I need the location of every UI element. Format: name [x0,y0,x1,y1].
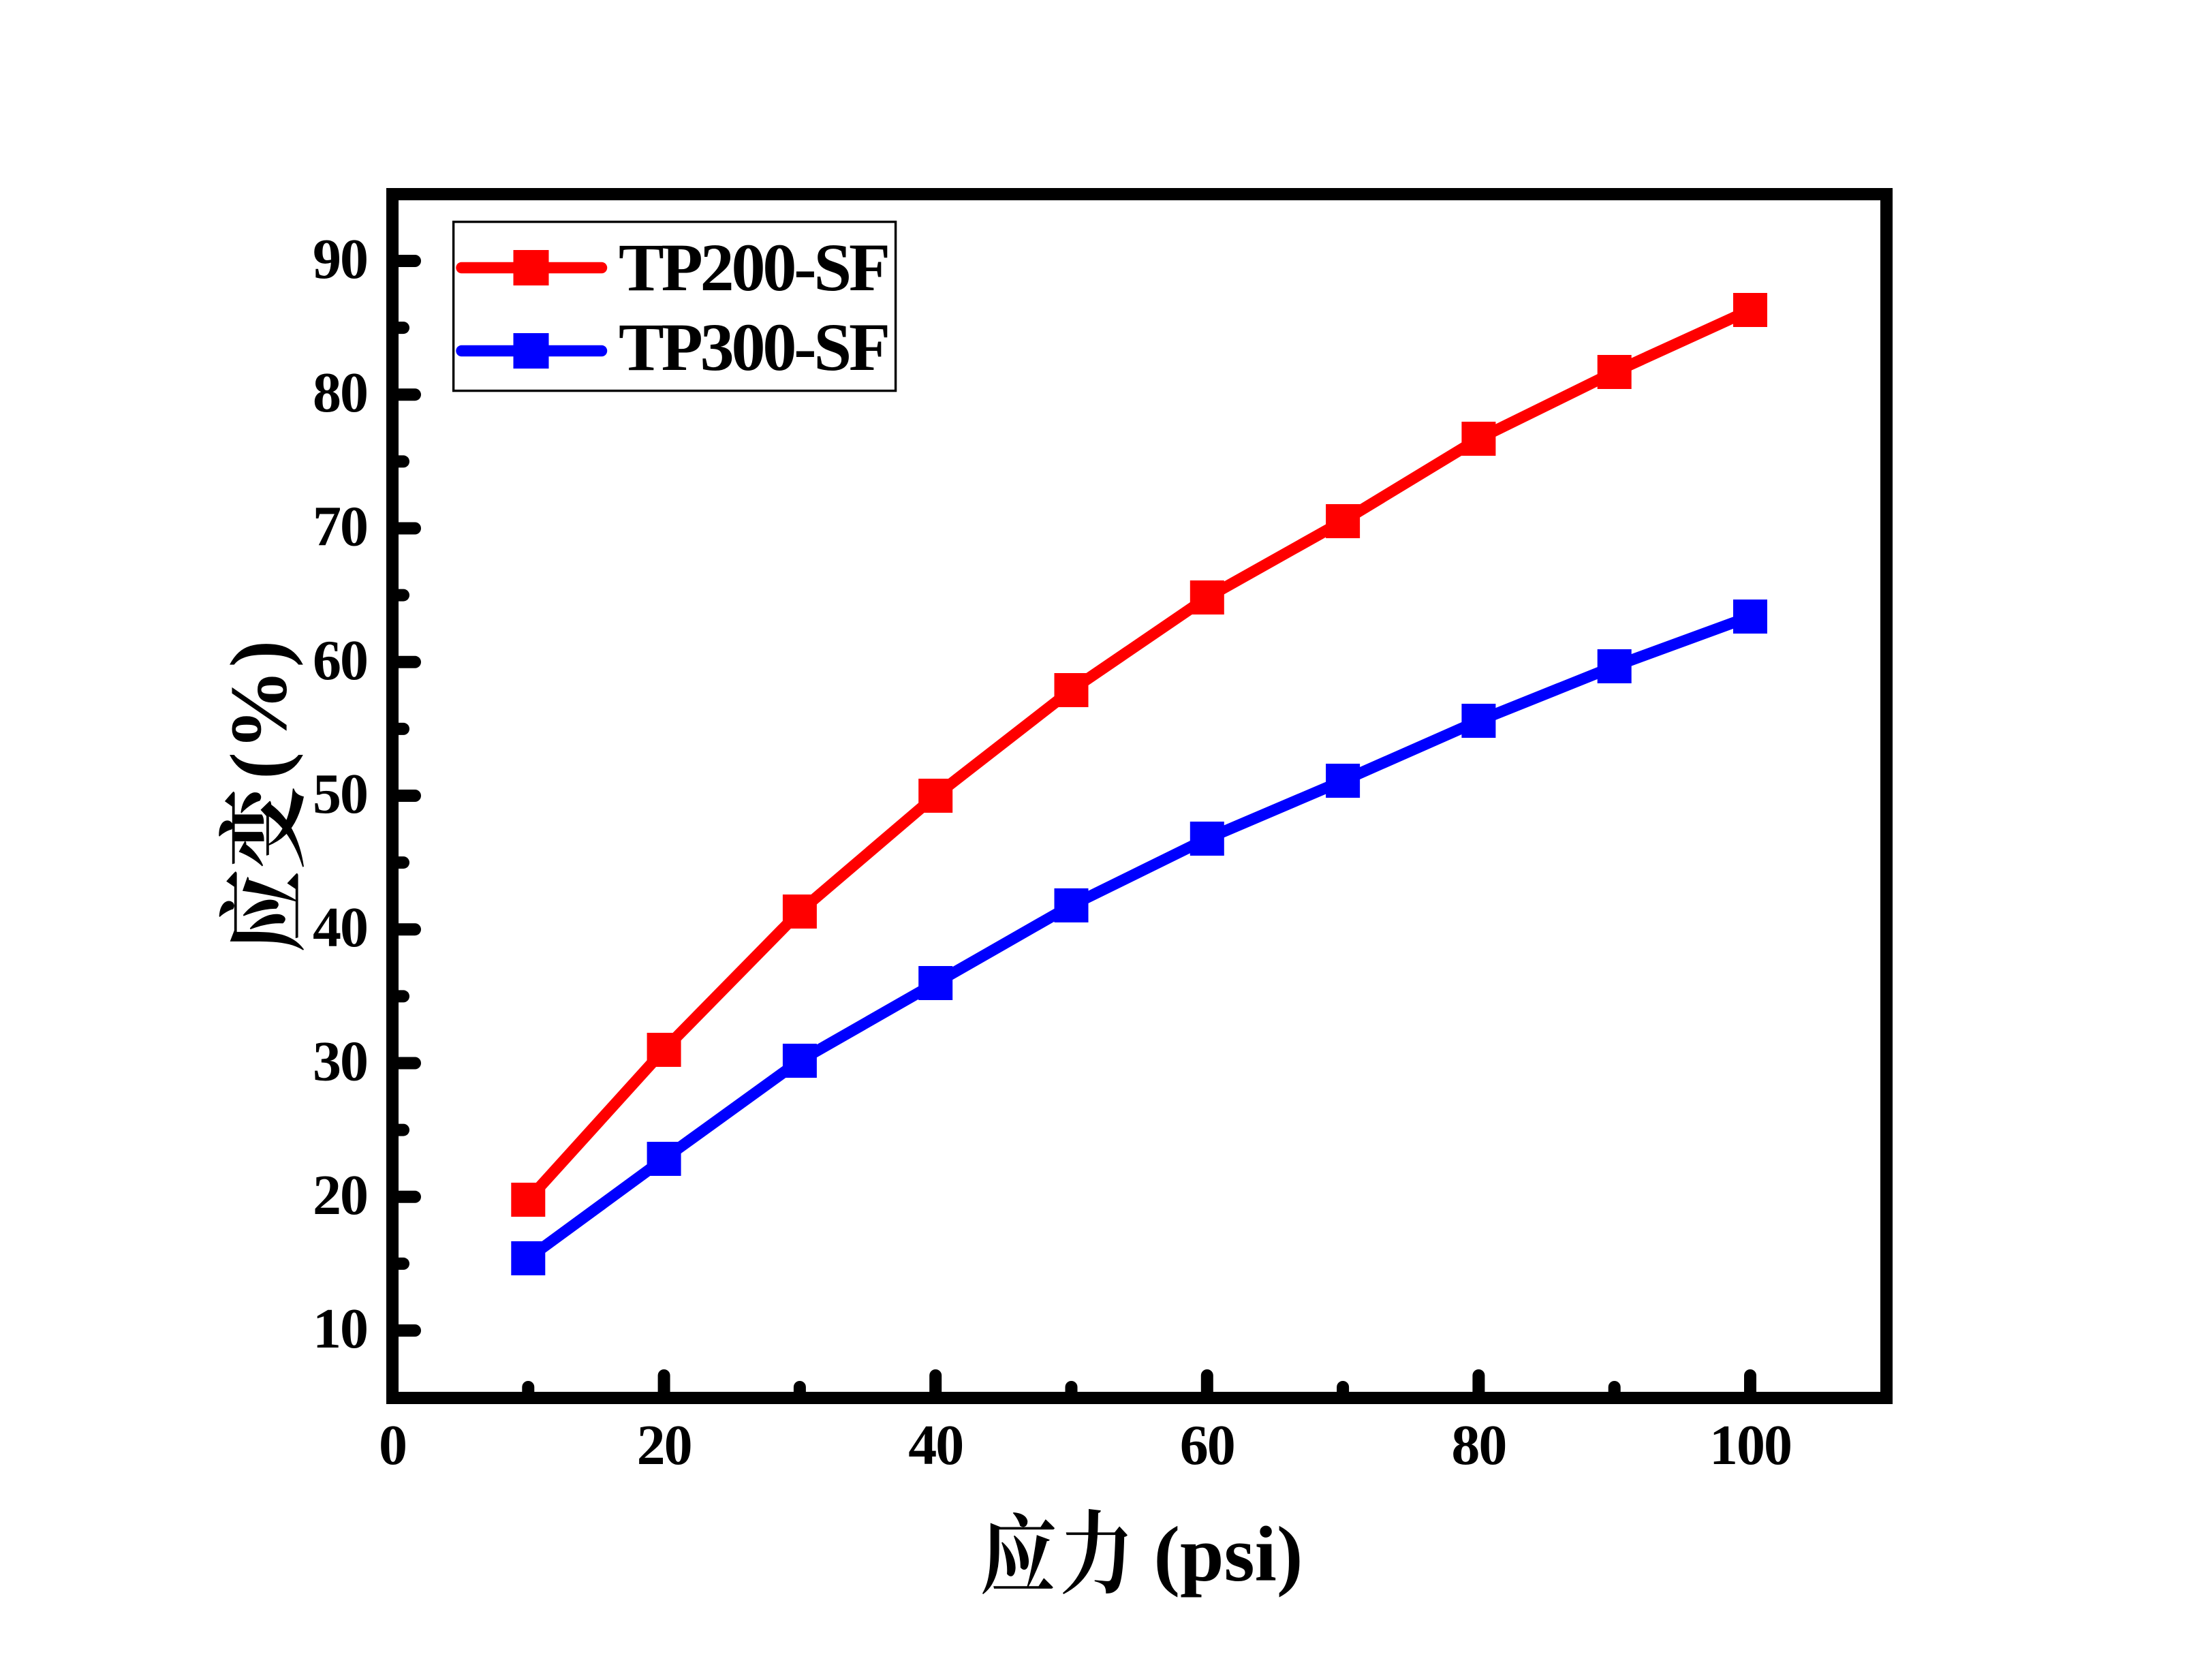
svg-text:40: 40 [908,1414,963,1477]
svg-text:(%): (%) [214,640,304,779]
svg-text:90: 90 [313,228,367,291]
svg-text:20: 20 [313,1164,367,1227]
svg-text:20: 20 [637,1414,692,1477]
svg-text:0: 0 [379,1414,406,1477]
svg-text:30: 30 [313,1030,367,1093]
svg-text:10: 10 [313,1297,367,1360]
svg-text:80: 80 [313,361,367,424]
svg-text:80: 80 [1451,1414,1506,1477]
svg-text:(psi): (psi) [1153,1511,1303,1598]
svg-text:70: 70 [313,495,367,559]
svg-text:40: 40 [313,896,367,959]
svg-text:50: 50 [313,762,367,826]
svg-text:60: 60 [313,629,367,692]
svg-text:100: 100 [1709,1414,1791,1477]
svg-text:TP300-SF: TP300-SF [619,309,888,385]
svg-text:60: 60 [1180,1414,1234,1477]
svg-text:TP200-SF: TP200-SF [619,230,888,305]
